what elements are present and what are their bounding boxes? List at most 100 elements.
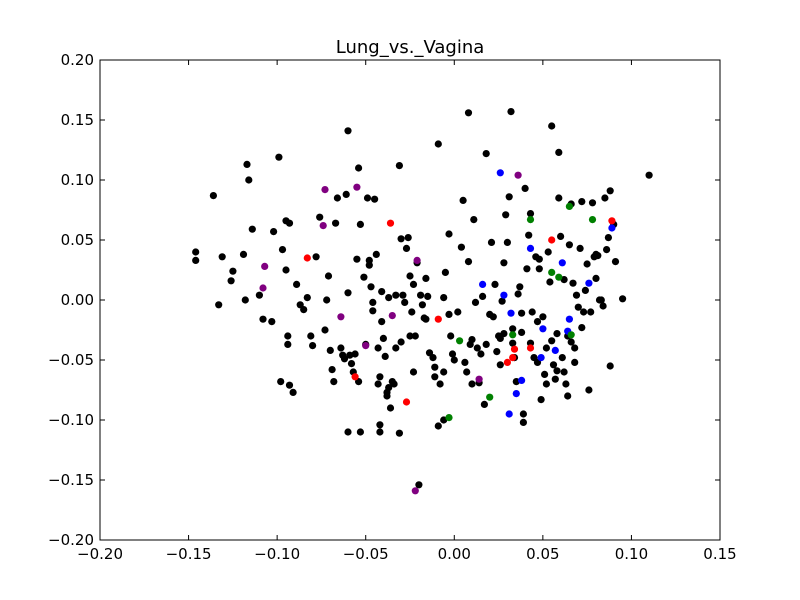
data-point	[498, 297, 506, 305]
data-point	[606, 187, 614, 195]
data-point	[344, 289, 352, 297]
data-point	[557, 232, 565, 240]
data-point	[489, 313, 497, 321]
data-point	[509, 331, 517, 339]
data-point	[619, 295, 627, 303]
data-point	[399, 291, 407, 299]
y-tick-label: −0.15	[48, 471, 94, 489]
data-point	[379, 334, 387, 342]
data-point	[459, 196, 467, 204]
data-point	[470, 216, 478, 224]
data-point	[509, 339, 517, 347]
data-point	[500, 259, 508, 267]
data-point	[319, 222, 327, 230]
data-point	[588, 216, 597, 224]
data-point	[553, 367, 561, 375]
data-point	[326, 346, 334, 354]
data-point	[378, 318, 386, 326]
data-point	[330, 378, 338, 386]
data-point	[409, 280, 418, 288]
data-point	[303, 254, 311, 262]
data-point	[542, 344, 551, 352]
data-point	[560, 368, 568, 376]
data-point	[496, 361, 504, 369]
data-point	[578, 198, 586, 206]
data-point	[372, 250, 380, 258]
data-point	[518, 376, 526, 384]
data-point	[374, 344, 382, 352]
data-point	[464, 109, 473, 117]
data-point	[418, 301, 426, 309]
data-point	[356, 428, 364, 436]
data-point	[285, 381, 294, 389]
data-point	[603, 246, 611, 254]
data-point	[544, 248, 552, 256]
data-point	[555, 148, 563, 156]
data-point	[284, 340, 292, 348]
data-point	[479, 280, 487, 288]
data-point	[376, 428, 384, 436]
data-point	[239, 250, 248, 258]
data-point	[562, 380, 570, 388]
data-point	[192, 248, 200, 256]
data-point	[526, 344, 535, 352]
data-point	[583, 260, 591, 268]
data-point	[285, 219, 294, 227]
data-point	[406, 272, 414, 280]
data-point	[388, 312, 396, 320]
data-point	[390, 380, 398, 388]
data-point	[571, 358, 579, 366]
data-point	[558, 354, 566, 362]
data-point	[548, 337, 556, 345]
data-point	[406, 332, 414, 340]
data-point	[397, 235, 405, 243]
data-point	[468, 336, 476, 344]
data-point	[576, 244, 584, 252]
data-point	[486, 393, 494, 401]
data-point	[450, 356, 458, 364]
data-point	[537, 396, 545, 404]
data-point	[503, 358, 511, 366]
data-point	[371, 195, 379, 203]
data-point	[417, 291, 425, 299]
data-point	[278, 246, 287, 254]
data-point	[537, 354, 545, 362]
data-point	[395, 162, 403, 170]
data-point	[539, 313, 547, 321]
data-point	[565, 202, 574, 210]
data-point	[477, 350, 485, 358]
data-point	[528, 308, 536, 316]
data-point	[440, 294, 448, 302]
data-point	[587, 308, 595, 316]
data-point	[611, 258, 620, 266]
data-point	[215, 301, 223, 309]
data-point	[300, 306, 308, 314]
data-point	[548, 268, 556, 276]
data-point	[473, 344, 481, 352]
data-point	[259, 315, 267, 323]
data-point	[376, 421, 384, 429]
data-point	[411, 332, 419, 340]
data-point	[514, 171, 522, 179]
data-point	[491, 280, 499, 288]
data-point	[510, 345, 519, 353]
data-point	[218, 253, 226, 261]
data-point	[321, 186, 329, 194]
points-layer	[192, 108, 653, 495]
data-point	[385, 384, 393, 392]
data-point	[502, 211, 510, 219]
data-point	[496, 169, 504, 177]
data-point	[475, 375, 483, 383]
data-point	[526, 216, 535, 224]
data-point	[574, 303, 582, 311]
data-point	[456, 337, 464, 345]
x-tick-label: −0.15	[166, 545, 212, 563]
data-point	[229, 267, 237, 275]
data-point	[293, 280, 301, 288]
data-point	[404, 234, 412, 242]
data-point	[353, 183, 361, 191]
data-point	[535, 265, 543, 273]
data-point	[316, 213, 324, 221]
data-point	[572, 291, 581, 299]
